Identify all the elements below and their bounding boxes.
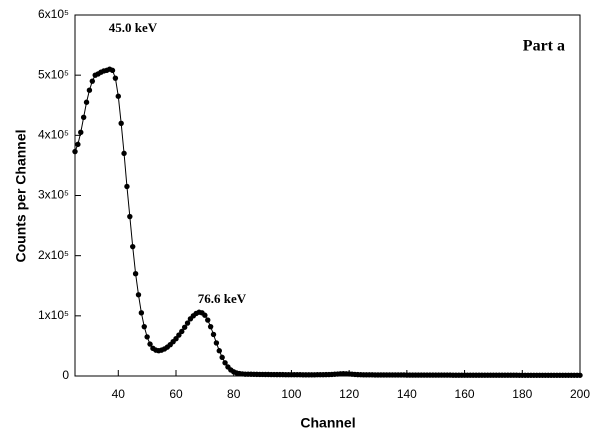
data-point [115,93,121,99]
data-point [132,271,139,277]
data-point [83,99,90,105]
data-point [179,328,185,335]
data-point [135,292,142,298]
data-point [207,323,214,330]
data-point [127,213,133,220]
data-point [109,67,116,74]
data-point [138,310,145,316]
data-point [577,372,583,378]
data-point [72,148,78,155]
data-point [89,78,96,84]
x-axis-label: Channel [300,415,355,431]
y-tick-label: 2x10⁵ [38,248,69,262]
data-point [222,360,228,366]
y-tick-label: 3x10⁵ [38,188,69,202]
x-tick-label: 100 [281,387,301,401]
data-point [219,354,225,361]
x-tick-label: 60 [169,387,183,401]
data-point [176,332,182,338]
data-line [74,68,580,376]
data-point [121,150,127,157]
data-point [141,323,147,330]
y-tick-label: 5x10⁵ [38,67,69,81]
data-point [213,340,220,346]
data-point [184,320,191,326]
data-point [78,129,84,136]
data-point [216,348,222,354]
annotation: 76.6 keV [198,291,247,306]
data-point [75,141,81,148]
data-point [144,334,150,340]
annotation: Part a [523,38,565,55]
data-point [124,183,130,190]
x-tick-label: 160 [455,387,475,401]
data-point [202,312,208,318]
y-tick-label: 1x10⁵ [38,308,69,322]
data-point [86,87,93,93]
data-point [147,341,153,347]
y-tick-label: 0 [62,368,69,382]
x-tick-label: 120 [339,387,359,401]
y-tick-label: 4x10⁵ [38,128,69,142]
plot-frame [74,14,581,377]
x-tick-label: 80 [227,387,241,401]
data-point [181,324,188,330]
x-tick-label: 180 [512,387,532,401]
y-tick-label: 6x10⁵ [38,7,69,21]
data-point [118,120,124,127]
annotation: 45.0 keV [109,20,158,35]
x-tick-label: 200 [570,387,590,401]
data-point [112,75,119,81]
y-axis-label: Counts per Channel [13,129,29,262]
data-point [205,317,211,323]
data-point [130,243,136,250]
data-point [210,331,217,338]
data-point [173,335,179,342]
x-tick-label: 140 [397,387,417,401]
x-tick-label: 40 [112,387,126,401]
data-point [80,114,87,120]
